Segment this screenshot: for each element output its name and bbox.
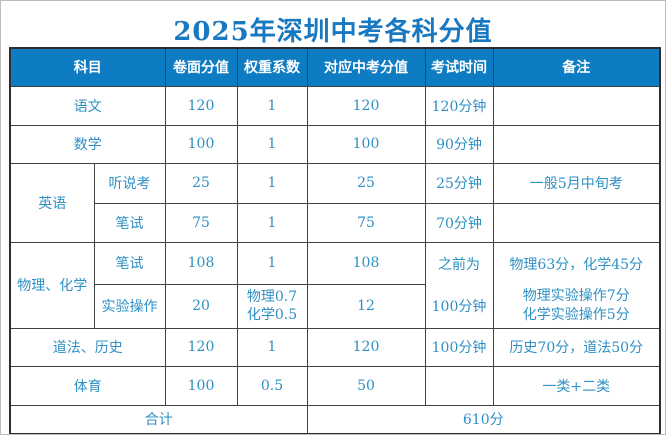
cell-daofa-weight: 1	[236, 327, 308, 367]
cell-daofa-subject: 道法、历史	[9, 327, 166, 367]
cell-daofa-paper: 120	[164, 327, 238, 367]
cell-chinese-score: 120	[306, 85, 426, 126]
row-english-listening: 英语 听说考 25 1 25 25分钟 一般5月中旬考	[9, 162, 661, 243]
cell-chinese-subject: 语文	[9, 85, 166, 126]
cell-total-label: 合计	[9, 404, 308, 434]
cell-pe-time	[424, 365, 494, 406]
physchem-time-bottom: 100分钟	[431, 299, 487, 315]
header-subject: 科目	[9, 47, 166, 87]
cell-physchem-lab-paper: 20	[164, 283, 238, 329]
cell-english-listening-remarks: 一般5月中旬考	[492, 162, 661, 204]
cell-english-listening-sub: 听说考	[93, 162, 166, 204]
cell-math-remarks	[492, 124, 661, 164]
cell-physchem-written-paper: 108	[164, 241, 238, 285]
header-paper-score: 卷面分值	[164, 47, 238, 87]
cell-math-score: 100	[306, 124, 426, 164]
cell-physchem-remarks: 物理63分，化学45分 物理实验操作7分 化学实验操作5分	[492, 241, 661, 329]
header-exam-time: 考试时间	[424, 47, 494, 87]
cell-math-paper: 100	[164, 124, 238, 164]
row-physchem-lab: 实验操作 20 物理0.7 化学0.5 12	[10, 283, 660, 329]
cell-pe-weight: 0.5	[236, 365, 308, 406]
cell-physchem-lab-sub: 实验操作	[93, 283, 166, 329]
cell-english-listening-paper: 25	[164, 162, 238, 204]
cell-pe-paper: 100	[164, 365, 238, 406]
cell-chinese-remarks	[492, 85, 661, 126]
row-total: 合计 610分	[9, 404, 661, 434]
row-daofa-history: 道法、历史 120 1 120 100分钟 历史70分，道法50分	[9, 327, 661, 367]
cell-daofa-score: 120	[306, 327, 426, 367]
row-pe: 体育 100 0.5 50 一类+二类	[9, 365, 661, 406]
cell-math-time: 90分钟	[424, 124, 494, 164]
cell-physchem-written-sub: 笔试	[93, 241, 166, 285]
cell-english-listening-time: 25分钟	[424, 162, 494, 204]
cell-pe-remarks: 一类+二类	[492, 365, 661, 406]
physchem-remark-lab: 物理实验操作7分 化学实验操作5分	[494, 285, 659, 327]
cell-english-written-score: 75	[306, 202, 426, 243]
header-row: 科目 卷面分值 权重系数 对应中考分值 考试时间 备注	[9, 47, 661, 87]
cell-physchem-subject: 物理、化学	[9, 241, 95, 329]
cell-total-value: 610分	[306, 404, 661, 434]
cell-physchem-lab-weight: 物理0.7 化学0.5	[236, 283, 308, 329]
cell-physchem-time: 之前为 100分钟	[424, 241, 494, 329]
physchem-remark-mid: 物理实验操作7分	[522, 288, 630, 305]
page-title: 2025年深圳中考各科分值	[173, 17, 493, 47]
cell-english-written-time: 70分钟	[424, 202, 494, 243]
cell-english-listening-score: 25	[306, 162, 426, 204]
header-exam-score: 对应中考分值	[306, 47, 426, 87]
cell-chinese-time: 120分钟	[424, 85, 494, 126]
row-physchem-written: 物理、化学 笔试 108 1 108 之前为 100分钟 物理63分，化学45分…	[9, 241, 661, 329]
cell-daofa-time: 100分钟	[424, 327, 494, 367]
physchem-remark-top: 物理63分，化学45分	[509, 257, 644, 273]
cell-english-subject: 英语	[9, 162, 95, 243]
cell-pe-score: 50	[306, 365, 426, 406]
cell-english-written-paper: 75	[164, 202, 238, 243]
row-english-written: 笔试 75 1 75 70分钟	[10, 202, 661, 243]
cell-chinese-weight: 1	[236, 85, 308, 126]
cell-chinese-paper: 120	[164, 85, 238, 126]
cell-pe-subject: 体育	[9, 365, 166, 406]
physchem-lab-weight-top: 物理0.7	[246, 288, 298, 305]
row-chinese: 语文 120 1 120 120分钟	[9, 85, 661, 126]
cell-math-weight: 1	[236, 124, 308, 164]
header-weight: 权重系数	[236, 47, 308, 87]
cell-physchem-written-weight: 1	[236, 241, 308, 285]
cell-english-listening-weight: 1	[236, 162, 308, 204]
cell-english-written-weight: 1	[236, 202, 308, 243]
physchem-time-top: 之前为	[438, 257, 480, 273]
cell-math-subject: 数学	[9, 124, 166, 164]
cell-english-written-sub: 笔试	[93, 202, 166, 243]
cell-physchem-lab-score: 12	[306, 283, 426, 329]
cell-daofa-remarks: 历史70分，道法50分	[492, 327, 661, 367]
score-table: 科目 卷面分值 权重系数 对应中考分值 考试时间 备注 语文 120 1 120…	[9, 47, 661, 434]
physchem-remark-bottom: 化学实验操作5分	[522, 307, 630, 323]
cell-physchem-written-score: 108	[306, 241, 426, 285]
cell-english-written-remarks	[492, 202, 661, 243]
header-remarks: 备注	[492, 47, 661, 87]
physchem-lab-weight-bottom: 化学0.5	[246, 307, 298, 323]
row-math: 数学 100 1 100 90分钟	[9, 124, 661, 164]
